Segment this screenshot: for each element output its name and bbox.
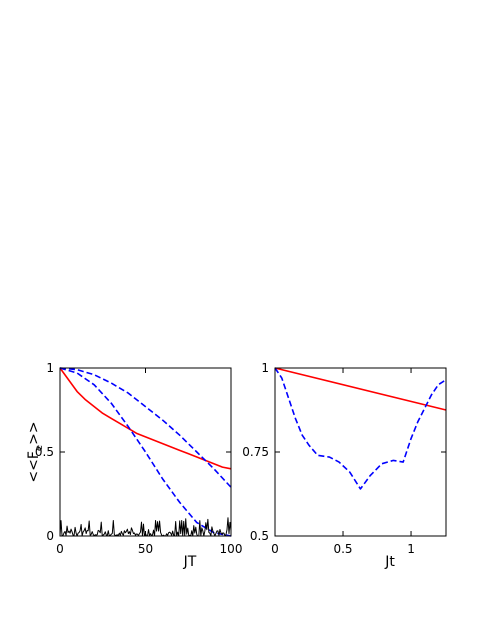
left-plot-frame: [59, 367, 232, 537]
left-x-tick-label: 50: [138, 542, 153, 556]
right-x-tick-label: 0.5: [333, 542, 352, 556]
right-series-1-line: [274, 367, 447, 490]
left-series-0-line: [59, 367, 232, 470]
left-y-axis-label: <<Fe>>: [26, 421, 45, 482]
left-y-axis-label-tail: >>: [26, 421, 42, 444]
left-y-tick-label: 1: [46, 361, 54, 375]
right-plot-series: [274, 367, 447, 490]
left-x-tick-label: 100: [220, 542, 243, 556]
left-ticks: 0 50 100 0 0.5 1: [35, 361, 243, 556]
left-y-tick-label: 0: [46, 529, 54, 543]
right-y-tick-label: 0.5: [250, 529, 269, 543]
left-series-1-line: [59, 367, 232, 488]
left-x-tick-label: 0: [56, 542, 64, 556]
right-ticks: 0 0.5 10.50.751: [242, 361, 446, 556]
left-series-2-line: [59, 367, 232, 537]
left-panel: 0 50 100 0 0.5 1 <<Fe>> JT: [26, 361, 242, 570]
right-x-tick-label: 1: [407, 542, 415, 556]
left-y-axis-label-sub: e: [34, 445, 45, 451]
left-plot-series: [59, 367, 232, 537]
right-x-axis-label: Jt: [384, 554, 395, 570]
right-x-tick-label: 0: [271, 542, 279, 556]
left-x-axis-label: JT: [183, 554, 197, 570]
left-y-tick-label: 0.5: [35, 445, 54, 459]
right-y-tick-label: 1: [261, 361, 269, 375]
right-plot-frame: [274, 367, 447, 537]
right-series-0-line: [274, 367, 447, 411]
left-y-axis-label-main: <<F: [26, 451, 42, 483]
right-panel: 0 0.5 10.50.751 Jt: [242, 361, 447, 570]
right-y-tick-label: 0.75: [242, 445, 269, 459]
